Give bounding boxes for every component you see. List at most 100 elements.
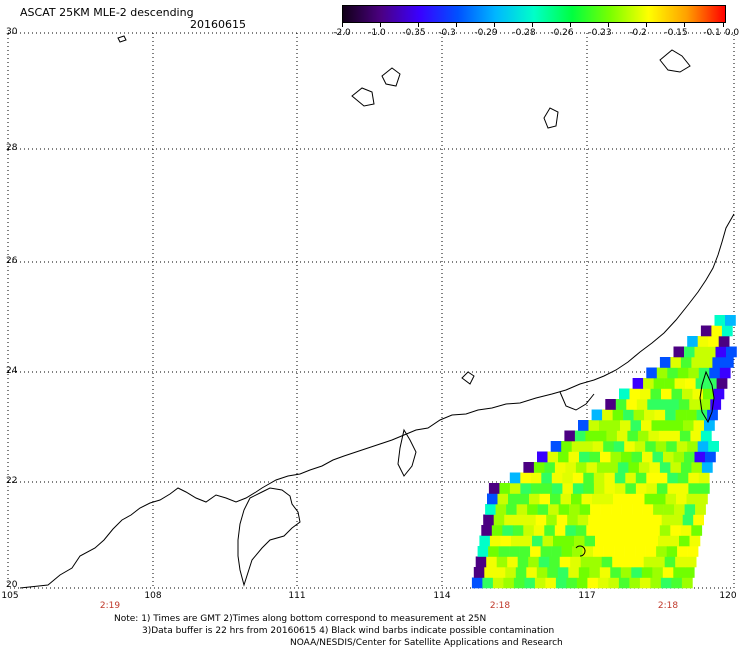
swath-cell — [591, 409, 603, 421]
swath-cell — [647, 399, 659, 410]
swath-cell — [555, 577, 567, 589]
swath-cell — [582, 441, 593, 452]
swath-cell — [623, 409, 634, 421]
swath-cell — [676, 493, 687, 505]
swath-cell — [521, 535, 533, 547]
swath-cell — [592, 441, 604, 452]
swath-cell — [722, 357, 734, 368]
swath-cell — [629, 577, 641, 589]
swath-cell — [584, 535, 596, 547]
swath-cell — [599, 420, 610, 431]
swath-cell — [623, 493, 635, 505]
swath-cell — [589, 451, 601, 463]
swath-cell — [609, 514, 620, 526]
swath-cell — [645, 441, 656, 452]
swath-cell — [631, 567, 643, 578]
swath-cell — [551, 546, 562, 557]
swath-cell — [481, 525, 493, 536]
swath-cell — [666, 546, 678, 557]
swath-cell — [493, 514, 505, 526]
swath-cell — [579, 504, 591, 515]
swath-cell — [583, 472, 595, 484]
swath-cell — [677, 546, 688, 557]
swath-cell — [505, 567, 517, 578]
swath-cell — [677, 367, 689, 379]
swath-cell — [661, 388, 672, 400]
swath-cell — [520, 483, 532, 494]
swath-cell — [673, 451, 685, 463]
swath-cell — [689, 399, 701, 410]
swath-cell — [699, 399, 711, 410]
swath-cell — [504, 514, 515, 526]
swath-cell — [609, 420, 621, 431]
swath-cell — [473, 567, 485, 578]
swath-cell — [591, 556, 602, 568]
swath-cell — [485, 504, 496, 515]
swath-cell — [562, 483, 574, 494]
lon-label: 120 — [719, 591, 737, 601]
swath-cell — [610, 451, 622, 463]
pass-time-label: 2:19 — [99, 601, 121, 611]
swath-cell — [635, 546, 646, 557]
swath-cell — [689, 535, 701, 547]
swath-cell — [680, 462, 692, 473]
swath-cell — [614, 546, 625, 557]
swath-cell — [670, 462, 682, 473]
swath-cell — [587, 577, 599, 589]
swath-cell — [585, 430, 597, 442]
swath-cell — [688, 367, 700, 379]
map-title: ASCAT 25KM MLE-2 descending — [20, 6, 194, 19]
swath-cell — [603, 546, 615, 557]
swath-cell — [676, 441, 688, 452]
swath-cell — [572, 472, 584, 484]
coastline — [19, 35, 735, 589]
swath-cell — [549, 556, 560, 568]
swath-cell — [625, 472, 637, 484]
swath-cell — [651, 514, 662, 526]
swath-cell — [570, 556, 581, 568]
swath-cell — [665, 409, 676, 421]
swath-cell — [492, 577, 504, 589]
swath-cell — [707, 409, 718, 421]
colorbar-tick — [494, 22, 495, 27]
swath-cell — [602, 409, 613, 421]
swath-cell — [683, 420, 694, 431]
swath-cell — [613, 441, 625, 452]
pass-time-label: 2:18 — [657, 601, 679, 611]
swath-cell — [535, 514, 547, 526]
swath-cell — [593, 472, 605, 484]
swath-cell — [677, 472, 689, 484]
lon-label: 105 — [1, 591, 19, 601]
swath-cell — [506, 504, 517, 515]
lat-label: 22 — [6, 476, 18, 486]
colorbar — [342, 5, 726, 23]
swath-cell — [601, 556, 613, 568]
swath-cell — [669, 430, 681, 442]
swath-cell — [705, 346, 716, 358]
swath-cell — [630, 514, 641, 526]
lat-label: 20 — [6, 580, 18, 590]
lat-label: 28 — [6, 143, 18, 153]
swath-cell — [698, 472, 710, 484]
swath-cell — [686, 493, 698, 505]
swath-cell — [688, 483, 700, 494]
swath-cell — [605, 399, 617, 410]
swath-cell — [652, 567, 664, 578]
swath-cell — [682, 514, 694, 526]
swath-cell — [639, 577, 651, 589]
swath-cell — [647, 535, 659, 547]
swath-cell — [497, 493, 509, 505]
island-hainan — [237, 487, 301, 587]
swath-cell — [711, 325, 723, 337]
swath-cell — [561, 441, 572, 452]
swath-cell — [557, 567, 569, 578]
swath-cell — [691, 357, 703, 368]
swath-cell — [595, 430, 607, 442]
swath-cell — [640, 514, 652, 526]
swath-cell — [651, 420, 663, 431]
swath-cell — [634, 493, 645, 505]
swath-cell — [642, 504, 654, 515]
swath-cell — [644, 493, 656, 505]
swath-cell — [541, 483, 553, 494]
swath-cell — [664, 378, 675, 389]
